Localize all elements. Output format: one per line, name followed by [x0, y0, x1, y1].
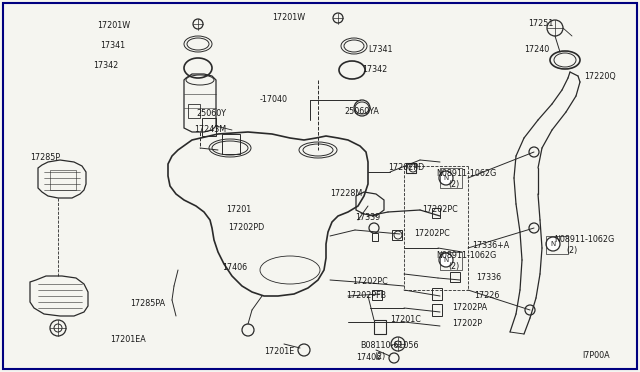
Text: 17201C: 17201C	[390, 315, 421, 324]
Text: 17251: 17251	[528, 19, 554, 29]
Text: 17341: 17341	[100, 42, 125, 51]
Text: 17202PA: 17202PA	[452, 304, 487, 312]
Text: N08911-1062G: N08911-1062G	[436, 251, 496, 260]
Text: 17201EA: 17201EA	[110, 336, 146, 344]
Bar	[202, 118, 216, 136]
Text: 17339: 17339	[355, 214, 380, 222]
Text: 17201W: 17201W	[97, 22, 130, 31]
Text: 17406: 17406	[222, 263, 247, 273]
Text: B08110-61056: B08110-61056	[360, 341, 419, 350]
Text: 17202P: 17202P	[452, 320, 482, 328]
Text: 17285PA: 17285PA	[130, 299, 165, 308]
Text: N08911-1062G: N08911-1062G	[436, 170, 496, 179]
Bar	[372, 290, 382, 300]
Text: 17202PC: 17202PC	[352, 278, 388, 286]
Text: 17342: 17342	[93, 61, 118, 71]
Text: 17202PD: 17202PD	[228, 224, 264, 232]
Text: L7341: L7341	[368, 45, 392, 55]
Text: N08911-1062G: N08911-1062G	[554, 235, 614, 244]
Text: 17336+A: 17336+A	[472, 241, 509, 250]
Text: 17220Q: 17220Q	[584, 71, 616, 80]
Text: 17226: 17226	[474, 292, 499, 301]
Text: 17285P: 17285P	[30, 154, 60, 163]
Bar	[406, 163, 416, 173]
Bar	[432, 288, 442, 300]
Circle shape	[439, 253, 453, 267]
Text: 17201E: 17201E	[264, 347, 294, 356]
Bar	[440, 168, 462, 188]
Text: 17228M: 17228M	[330, 189, 362, 199]
Text: -17040: -17040	[260, 96, 288, 105]
Bar	[374, 320, 386, 334]
Circle shape	[439, 171, 453, 185]
Text: 17202PC: 17202PC	[422, 205, 458, 215]
Text: (2): (2)	[374, 353, 385, 362]
Text: 17202PC: 17202PC	[414, 230, 450, 238]
Bar	[450, 272, 460, 282]
Bar	[392, 230, 402, 240]
Bar	[440, 252, 462, 270]
Text: 25060Y: 25060Y	[196, 109, 226, 119]
Bar	[432, 304, 442, 316]
Bar	[432, 208, 440, 218]
Text: N: N	[443, 175, 448, 181]
Text: 17336: 17336	[476, 273, 501, 282]
Bar	[188, 104, 200, 118]
Bar	[222, 134, 240, 154]
Text: 17202PD: 17202PD	[388, 164, 424, 173]
Text: (2): (2)	[566, 246, 577, 254]
Text: N: N	[443, 257, 448, 263]
Text: I7P00A: I7P00A	[582, 352, 610, 360]
Text: 17201: 17201	[226, 205, 252, 215]
Text: 17201W: 17201W	[272, 13, 305, 22]
Text: (2): (2)	[448, 180, 460, 189]
Circle shape	[546, 237, 560, 251]
Text: 17406: 17406	[356, 353, 381, 362]
Text: N: N	[550, 241, 556, 247]
Bar	[50, 170, 76, 190]
Text: 17202PFB: 17202PFB	[346, 292, 386, 301]
Text: (2): (2)	[448, 263, 460, 272]
Text: 17243M: 17243M	[194, 125, 226, 135]
Text: 17240: 17240	[524, 45, 549, 55]
Text: 25060YA: 25060YA	[344, 108, 379, 116]
Bar	[372, 233, 378, 241]
Text: 17342: 17342	[362, 65, 387, 74]
Bar	[546, 236, 568, 254]
